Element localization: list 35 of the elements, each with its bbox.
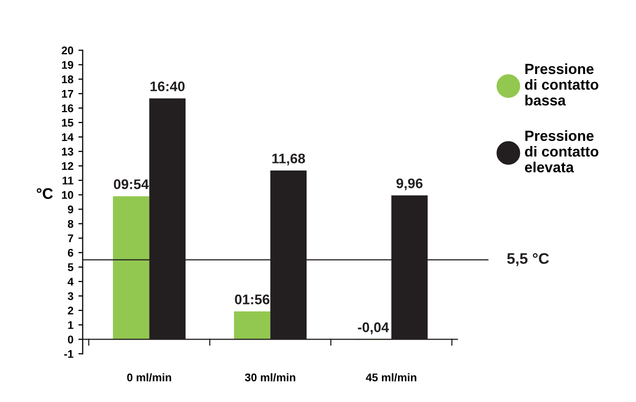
y-tick-label: 11 (62, 176, 74, 184)
y-tick-label: 12 (62, 162, 74, 170)
y-tick-label: 18 (62, 75, 74, 84)
y-tick-label: -1 (64, 350, 74, 358)
y-tick-label: 3 (68, 292, 74, 300)
y-tick-label: 10 (62, 191, 74, 199)
data-label: -0,04 (358, 322, 389, 334)
y-tick-label: 15 (62, 118, 74, 127)
data-label: 09:54 (114, 179, 149, 190)
y-tick-label: 6 (68, 248, 74, 257)
y-tick-label: 13 (62, 148, 74, 156)
y-tick-label: 16 (62, 104, 74, 112)
y-tick-label: 17 (62, 90, 74, 98)
y-tick-label: 2 (68, 306, 74, 314)
y-tick-label: 0 (68, 336, 74, 344)
y-tick-label: 4 (68, 278, 74, 286)
x-tick-label: 0 ml/min (127, 373, 172, 382)
data-label: 11,68 (272, 154, 306, 166)
ref-line-label: 5,5 °C (507, 253, 549, 266)
y-tick-label: 1 (68, 321, 74, 329)
y-tick-label: 8 (68, 220, 74, 228)
y-axis-title: °C (36, 188, 53, 199)
y-tick-label: 19 (62, 60, 74, 69)
y-tick-label: 20 (62, 46, 74, 54)
y-tick-label: 9 (68, 206, 74, 214)
x-tick-label: 45 ml/min (366, 373, 416, 382)
x-tick-label: 30 ml/min (244, 373, 296, 382)
y-tick-label: 14 (62, 133, 74, 141)
data-label: 9,96 (396, 178, 423, 190)
y-tick-label: 7 (68, 234, 74, 242)
legend-label: Pressione di contatto bassa (524, 63, 598, 106)
data-label: 01:56 (234, 294, 270, 304)
legend-label: Pressione di contatto elevata (524, 130, 598, 172)
data-label: 16:40 (150, 81, 185, 92)
y-tick-label: 5 (68, 263, 74, 272)
